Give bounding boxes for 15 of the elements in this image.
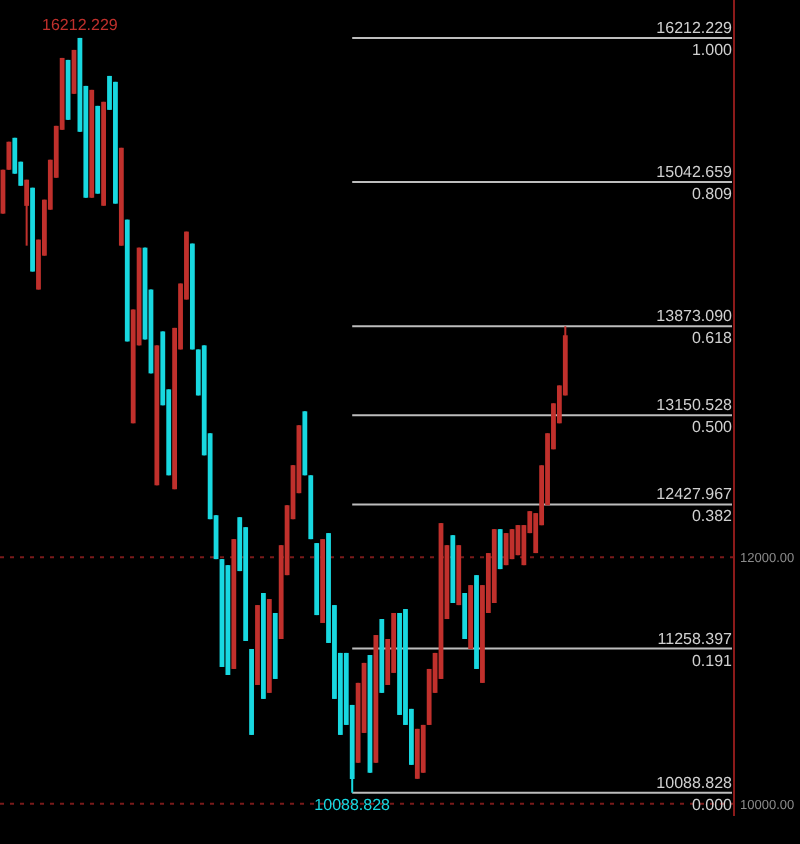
candlestick (24, 178, 30, 247)
ref-line-label: 15042.659 0.809 (656, 163, 734, 204)
candlestick (497, 528, 503, 571)
annotation: 10088.828 (314, 795, 392, 814)
candlestick (503, 532, 509, 567)
candlestick (6, 140, 12, 171)
ref-line-label: 13873.090 0.618 (656, 307, 734, 348)
ref-line-label: 12427.967 0.382 (656, 485, 734, 526)
ref-line-label: 11258.397 0.191 (657, 629, 734, 670)
ref-line-label: 16212.229 1.000 (656, 18, 734, 59)
candlestick (420, 723, 426, 774)
ref-line-label: 10088.828 0.000 (656, 773, 734, 814)
ref-line-label: 13150.528 0.500 (656, 396, 734, 437)
candlestick (462, 593, 468, 639)
annotation: 16212.229 (42, 15, 119, 34)
